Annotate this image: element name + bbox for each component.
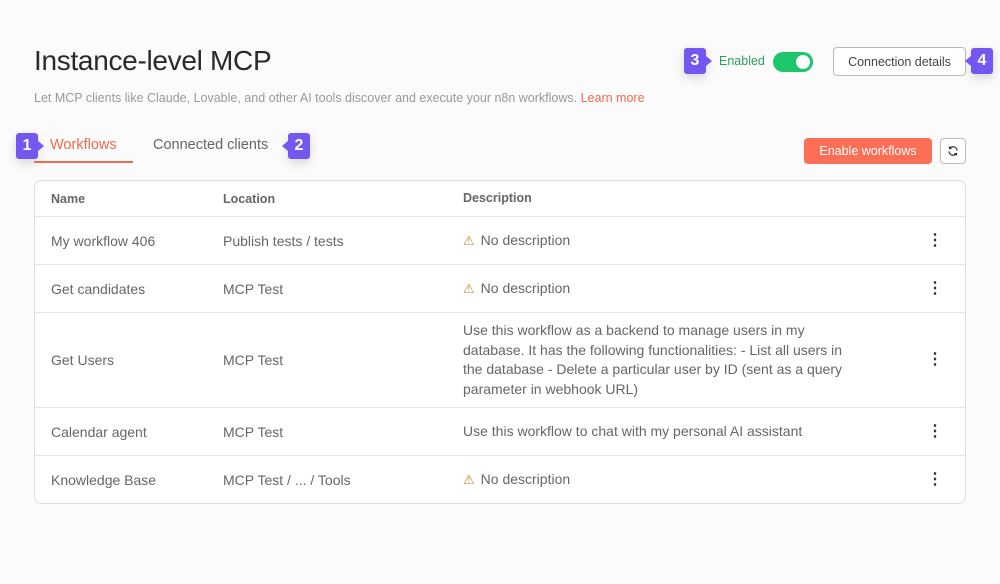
workflow-description: ⚠ No description — [463, 231, 571, 248]
refresh-icon — [948, 146, 958, 156]
workflows-table: Name Location Description My workflow 40… — [34, 180, 966, 504]
table-header: Name Location Description — [35, 181, 965, 217]
mcp-enabled-toggle[interactable] — [773, 52, 813, 72]
annotation-badge: 1 — [16, 133, 44, 159]
workflow-location: MCP Test — [223, 352, 284, 368]
workflow-location: MCP Test / ... / Tools — [223, 472, 351, 488]
workflow-name: Get candidates — [51, 280, 146, 297]
table-row[interactable]: My workflow 406 Publish tests / tests ⚠ N… — [35, 217, 965, 265]
refresh-button[interactable] — [940, 138, 966, 164]
workflow-location: MCP Test — [223, 280, 284, 297]
warning-icon: ⚠ — [463, 472, 475, 488]
workflow-location: MCP Test — [223, 423, 284, 440]
enable-workflows-button[interactable]: Enable workflows — [804, 138, 932, 164]
connection-details-button[interactable]: Connection details — [833, 47, 966, 76]
table-row[interactable]: Knowledge Base MCP Test / ... / Tools ⚠ N… — [35, 456, 965, 503]
row-actions-menu[interactable]: ⋮ — [927, 231, 943, 249]
learn-more-link[interactable]: Learn more — [580, 91, 645, 105]
workflow-location: Publish tests / tests — [223, 232, 344, 249]
enabled-label: Enabled — [719, 54, 765, 68]
tab-connected-clients[interactable]: Connected clients — [153, 137, 269, 153]
row-actions-menu[interactable]: ⋮ — [927, 422, 943, 440]
warning-icon: ⚠ — [463, 232, 475, 248]
workflow-description: ⚠ No description — [463, 279, 571, 296]
workflow-description: Use this workflow as a backend to manage… — [463, 322, 842, 397]
table-row[interactable]: Get candidates MCP Test ⚠ No description … — [35, 265, 965, 313]
workflow-description: Use this workflow to chat with my person… — [463, 422, 803, 439]
workflow-name: Get Users — [51, 352, 115, 368]
table-row[interactable]: Calendar agent MCP Test Use this workflo… — [35, 408, 965, 456]
column-header-location: Location — [223, 191, 276, 206]
row-actions-menu[interactable]: ⋮ — [927, 471, 943, 488]
tab-workflows[interactable]: Workflows — [34, 137, 133, 163]
page-title: Instance-level MCP — [34, 45, 272, 76]
column-header-description: Description — [463, 190, 532, 205]
row-actions-menu[interactable]: ⋮ — [927, 279, 943, 297]
workflow-description: ⚠ No description — [463, 471, 571, 488]
table-row[interactable]: Get Users MCP Test Use this workflow as … — [35, 313, 965, 408]
annotation-badge: 3 — [684, 48, 712, 74]
column-header-name: Name — [51, 191, 86, 206]
workflow-name: Knowledge Base — [51, 472, 157, 488]
annotation-badge: 2 — [282, 133, 310, 159]
annotation-badge: 4 — [965, 48, 993, 74]
row-actions-menu[interactable]: ⋮ — [927, 351, 943, 368]
page-subtitle: Let MCP clients like Claude, Lovable, an… — [34, 91, 645, 105]
workflow-name: Calendar agent — [51, 423, 147, 440]
workflow-name: My workflow 406 — [51, 232, 156, 249]
warning-icon: ⚠ — [463, 280, 475, 296]
